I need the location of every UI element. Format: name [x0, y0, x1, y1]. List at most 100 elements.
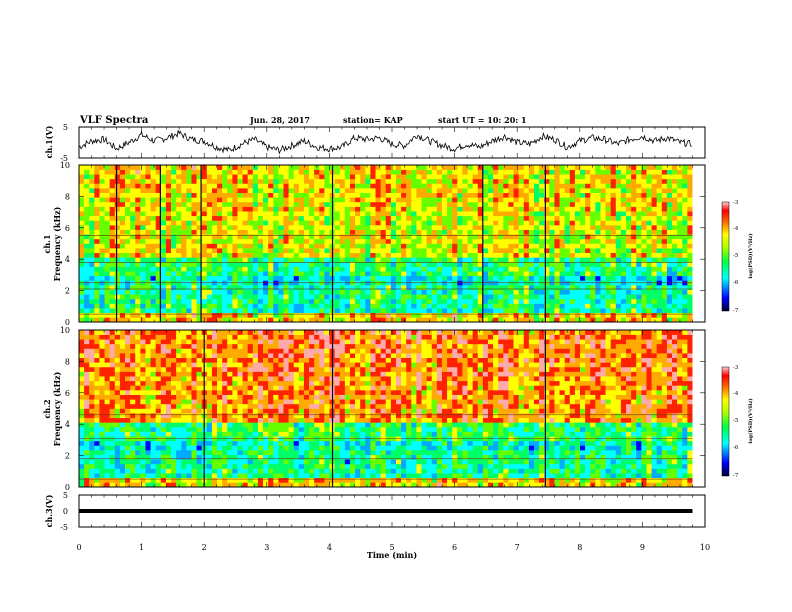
- spectrogram-cell: [421, 192, 427, 198]
- spectrogram-cell: [273, 220, 279, 226]
- spectrogram-cell: [99, 234, 105, 240]
- spectrogram-cell: [119, 431, 126, 437]
- spectrogram-cell: [176, 298, 182, 304]
- spectrogram-cell: [176, 192, 182, 198]
- spectrogram-cell: [452, 238, 458, 244]
- spectrogram-cell: [574, 271, 581, 277]
- spectrogram-cell: [344, 220, 351, 226]
- spectrogram-cell: [687, 165, 693, 170]
- spectrogram-cell: [677, 238, 683, 244]
- spectrogram-cell: [130, 477, 136, 483]
- spectrogram-cell: [472, 229, 479, 235]
- spectrogram-cell: [365, 234, 371, 240]
- spectrogram-cell: [569, 197, 576, 203]
- spectrogram-cell: [411, 308, 417, 314]
- spectrogram-cell: [544, 308, 550, 314]
- spectrogram-cell: [600, 197, 606, 203]
- spectrogram-cell: [441, 317, 448, 323]
- spectrogram-cell: [646, 174, 652, 180]
- spectrogram-cell: [390, 183, 397, 189]
- spectrogram-cell: [135, 312, 141, 318]
- spectrogram-cell: [534, 215, 540, 221]
- spectrogram-cell: [416, 252, 422, 258]
- spectrogram-cell: [145, 271, 151, 277]
- spectrogram-cell: [421, 308, 427, 314]
- spectrogram-cell: [206, 169, 213, 175]
- spectrogram-cell: [539, 183, 545, 189]
- spectrogram-cell: [416, 271, 422, 277]
- spectrogram-cell: [191, 468, 197, 474]
- spectrogram-cell: [615, 257, 622, 263]
- spectrogram-cell: [145, 403, 151, 409]
- spectrogram-cell: [641, 192, 647, 198]
- spectrogram-cell: [145, 459, 151, 465]
- spectrogram-cell: [135, 206, 141, 212]
- spectrogram-cell: [293, 229, 300, 235]
- spectrogram-cell: [135, 298, 141, 304]
- spectrogram-cell: [355, 225, 361, 230]
- spectrogram-cell: [457, 201, 463, 207]
- spectrogram-cell: [155, 183, 162, 189]
- spectrogram-cell: [518, 308, 525, 314]
- spectrogram-cell: [534, 289, 540, 295]
- spectrogram-cell: [549, 266, 555, 272]
- spectrogram-cell: [467, 243, 473, 249]
- spectrogram-cell: [395, 317, 402, 323]
- spectrogram-cell: [196, 426, 202, 432]
- spectrogram-cell: [140, 206, 146, 212]
- spectrogram-cell: [431, 197, 438, 203]
- spectrogram-cell: [119, 450, 126, 455]
- spectrogram-cell: [211, 174, 218, 180]
- spectrogram-cell: [79, 169, 85, 175]
- spectrogram-cell: [125, 376, 131, 382]
- spectrogram-cell: [196, 238, 202, 244]
- spectrogram-cell: [160, 334, 167, 340]
- spectrogram-cell: [467, 201, 473, 207]
- spectrogram-cell: [227, 220, 233, 226]
- spectrogram-cell: [89, 178, 95, 184]
- spectrogram-cell: [426, 266, 433, 272]
- spectrogram-cell: [109, 463, 116, 469]
- spectrogram-cell: [176, 266, 182, 272]
- spectrogram-cell: [416, 238, 422, 244]
- spectrogram-cell: [186, 285, 192, 290]
- spectrogram-cell: [334, 298, 341, 304]
- spectrogram-cell: [263, 261, 269, 267]
- spectrogram-cell: [605, 298, 611, 304]
- spectrogram-cell: [273, 234, 279, 240]
- spectrogram-cell: [385, 248, 392, 254]
- spectrogram-cell: [370, 312, 376, 318]
- spectrogram-cell: [242, 229, 248, 235]
- spectrogram-cell: [125, 473, 131, 479]
- spectrogram-cell: [130, 312, 136, 318]
- spectrogram-cell: [155, 422, 162, 428]
- spectrogram-cell: [303, 298, 310, 304]
- spectrogram-cell: [390, 201, 397, 207]
- spectrogram-cell: [590, 211, 596, 217]
- spectrogram-cell: [324, 271, 330, 277]
- spectrogram-cell: [206, 229, 213, 235]
- spectrogram-cell: [559, 211, 565, 217]
- spectrogram-cell: [334, 308, 341, 314]
- spectrogram-cell: [477, 252, 484, 258]
- spectrogram-cell: [319, 211, 325, 217]
- spectrogram-cell: [293, 215, 300, 221]
- spectrogram-cell: [125, 225, 131, 230]
- spectrogram-cell: [441, 275, 448, 281]
- spectrogram-cell: [375, 183, 381, 189]
- spectrogram-cell: [498, 243, 504, 249]
- spectrogram-cell: [247, 197, 254, 203]
- spectrogram-cell: [268, 289, 274, 295]
- spectrogram-cell: [114, 197, 121, 203]
- spectrogram-cell: [109, 234, 116, 240]
- spectrogram-cell: [615, 229, 622, 235]
- spectrogram-cell: [211, 188, 218, 194]
- spectrogram-cell: [518, 234, 525, 240]
- spectrogram-cell: [559, 308, 565, 314]
- spectrogram-cell: [206, 450, 213, 455]
- spectrogram-cell: [631, 243, 637, 249]
- spectrogram-cell: [370, 271, 376, 277]
- spectrogram-cell: [257, 238, 264, 244]
- spectrogram-cell: [672, 215, 678, 221]
- spectrogram-cell: [636, 271, 642, 277]
